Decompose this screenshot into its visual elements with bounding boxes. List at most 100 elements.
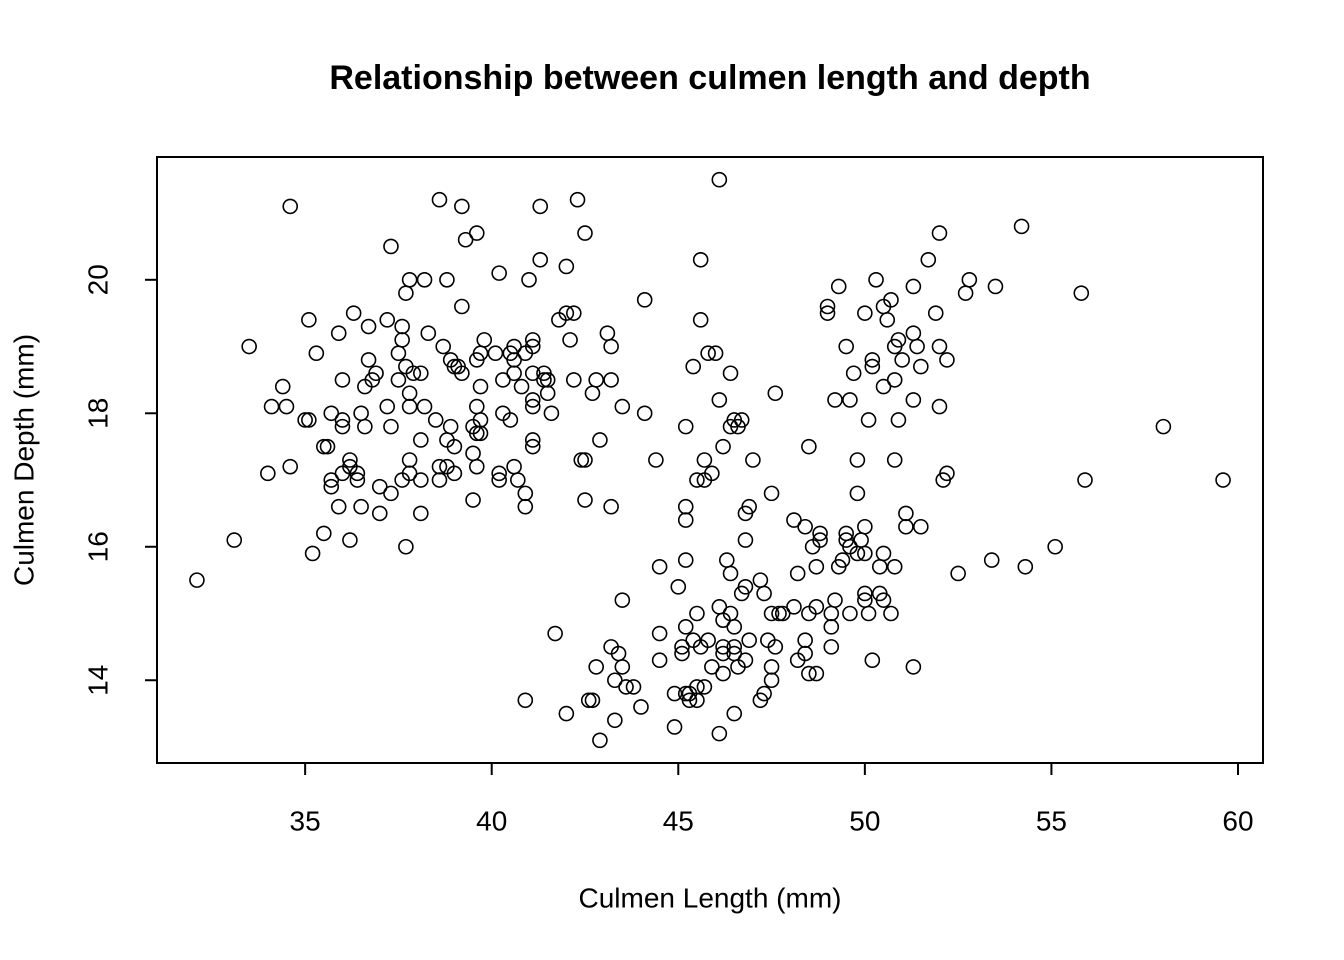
point xyxy=(927,305,944,321)
point xyxy=(457,231,474,248)
point xyxy=(263,398,280,415)
point xyxy=(849,485,866,502)
point xyxy=(808,558,825,575)
point xyxy=(588,372,604,388)
point xyxy=(558,305,575,321)
point xyxy=(603,338,619,355)
point xyxy=(857,585,873,602)
point xyxy=(774,605,791,622)
point xyxy=(592,732,608,749)
point xyxy=(274,378,291,395)
point xyxy=(864,352,881,368)
point xyxy=(315,438,332,455)
point xyxy=(1155,418,1172,435)
point xyxy=(569,191,586,208)
point xyxy=(692,312,709,328)
point xyxy=(741,498,757,515)
point xyxy=(360,318,377,335)
point xyxy=(614,398,631,415)
point xyxy=(633,699,649,715)
point xyxy=(868,272,884,288)
point xyxy=(614,659,631,675)
point xyxy=(416,398,433,415)
point xyxy=(711,171,728,188)
point xyxy=(666,685,683,702)
point xyxy=(580,692,597,709)
point xyxy=(797,645,813,662)
point xyxy=(864,358,881,375)
point xyxy=(524,392,541,408)
point xyxy=(715,665,731,682)
point xyxy=(603,498,619,515)
point xyxy=(614,592,631,608)
point xyxy=(278,398,295,415)
point xyxy=(931,338,948,355)
point xyxy=(562,332,578,348)
point xyxy=(577,225,593,241)
point xyxy=(323,472,340,488)
point xyxy=(857,518,873,535)
point xyxy=(304,545,321,562)
point xyxy=(819,298,836,315)
y-tick-label: 20 xyxy=(82,264,113,295)
point xyxy=(987,278,1004,295)
x-tick-label: 45 xyxy=(663,805,694,836)
point xyxy=(827,392,843,408)
point xyxy=(566,305,582,321)
point xyxy=(666,719,683,735)
point xyxy=(282,198,299,215)
point xyxy=(413,472,429,488)
point xyxy=(677,418,694,435)
point xyxy=(674,639,690,655)
point xyxy=(1017,558,1034,575)
point xyxy=(767,385,784,402)
point xyxy=(532,198,549,215)
point xyxy=(674,645,690,662)
point xyxy=(715,438,731,455)
point xyxy=(651,558,668,575)
point xyxy=(677,552,694,568)
point xyxy=(905,278,922,295)
point xyxy=(696,452,713,468)
point xyxy=(696,679,713,695)
point xyxy=(849,452,866,468)
point xyxy=(405,365,422,382)
point xyxy=(301,412,317,428)
point xyxy=(379,312,396,328)
point xyxy=(371,505,388,522)
point xyxy=(786,512,802,528)
point xyxy=(510,472,526,488)
point xyxy=(834,552,851,568)
point xyxy=(737,532,754,548)
point xyxy=(517,498,534,515)
point xyxy=(689,692,705,709)
point xyxy=(715,645,731,662)
point xyxy=(1047,538,1063,555)
point xyxy=(446,465,463,482)
point xyxy=(383,238,399,255)
point xyxy=(857,545,873,562)
point xyxy=(883,292,899,308)
point xyxy=(875,378,892,395)
point xyxy=(715,639,731,655)
point xyxy=(812,525,828,542)
point xyxy=(401,385,418,402)
point xyxy=(454,365,470,382)
point xyxy=(711,725,728,742)
point xyxy=(349,472,366,488)
point xyxy=(543,405,560,422)
point xyxy=(297,412,313,428)
point xyxy=(651,652,668,669)
point xyxy=(1013,218,1030,235)
point xyxy=(476,332,493,348)
point xyxy=(685,358,702,375)
point xyxy=(330,325,347,341)
x-tick-label: 50 xyxy=(849,805,880,836)
point xyxy=(842,392,858,408)
point xyxy=(435,338,452,355)
point xyxy=(577,452,593,468)
point xyxy=(860,605,877,622)
point xyxy=(797,518,813,535)
point xyxy=(431,191,448,208)
